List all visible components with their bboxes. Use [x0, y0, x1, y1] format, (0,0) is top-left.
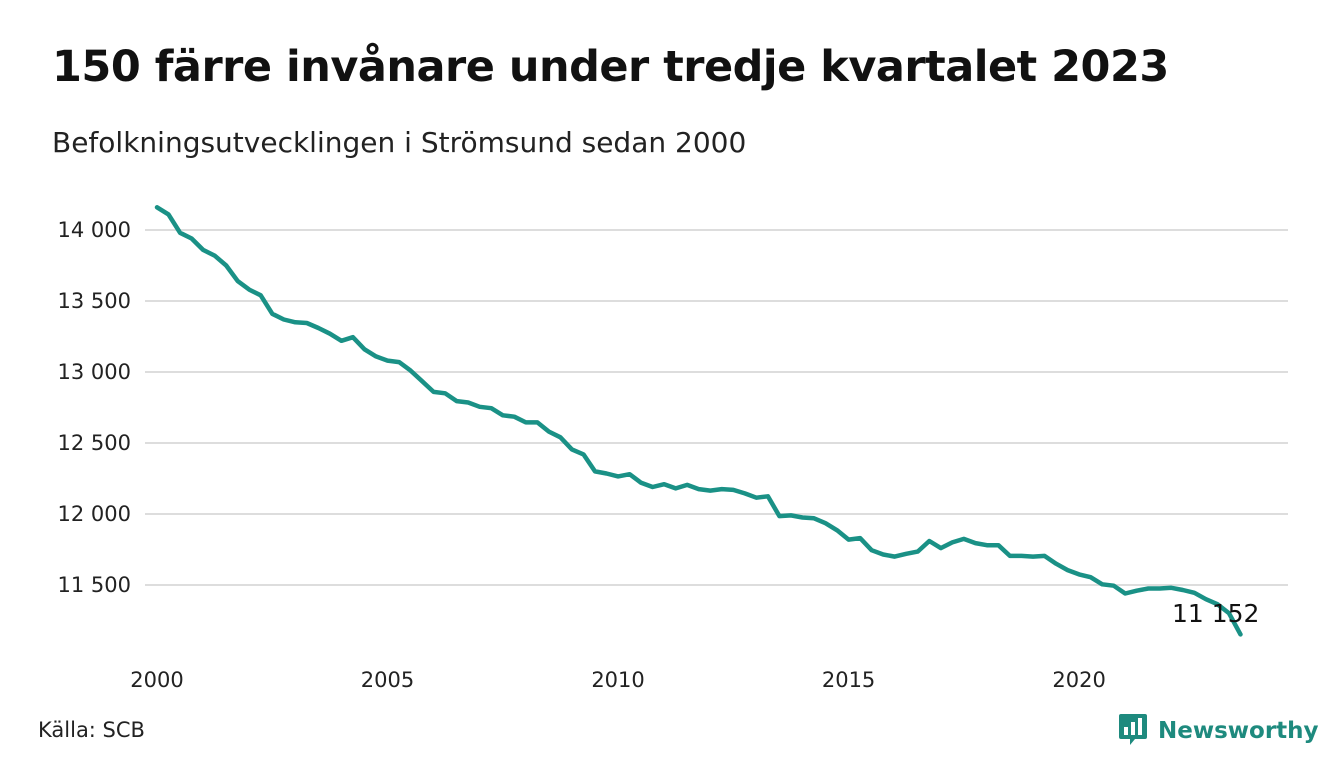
- series-layer: [154, 205, 1243, 637]
- brand-name: Newsworthy: [1158, 718, 1319, 744]
- newsworthy-logo-icon: [1118, 712, 1148, 750]
- gridlines: [145, 229, 1288, 586]
- x-tick-label: 2000: [130, 668, 183, 692]
- chart-subtitle: Befolkningsutvecklingen i Strömsund seda…: [52, 126, 747, 159]
- y-axis-tick-labels: 11 500 12 000 12 500 13 000 13 500 14 000: [58, 218, 131, 597]
- x-axis-tick-labels: 2000 2005 2010 2015 2020: [130, 668, 1106, 692]
- chart-title: 150 färre invånare under tredje kvartale…: [52, 42, 1169, 92]
- y-tick-label: 13 000: [58, 360, 131, 384]
- x-tick-label: 2010: [591, 668, 644, 692]
- x-tick-label: 2005: [361, 668, 414, 692]
- x-tick-label: 2020: [1052, 668, 1105, 692]
- newsworthy-logo[interactable]: Newsworthy: [1118, 712, 1319, 750]
- end-value-label: 11 152: [1172, 599, 1259, 628]
- y-tick-label: 12 500: [58, 431, 131, 455]
- series-line: [154, 205, 1243, 637]
- y-tick-label: 12 000: [58, 502, 131, 526]
- x-tick-label: 2015: [822, 668, 875, 692]
- data-labels: 11 152: [1172, 599, 1259, 628]
- source-note: Källa: SCB: [38, 718, 145, 742]
- y-tick-label: 11 500: [58, 573, 131, 597]
- y-tick-label: 14 000: [58, 218, 131, 242]
- y-tick-label: 13 500: [58, 289, 131, 313]
